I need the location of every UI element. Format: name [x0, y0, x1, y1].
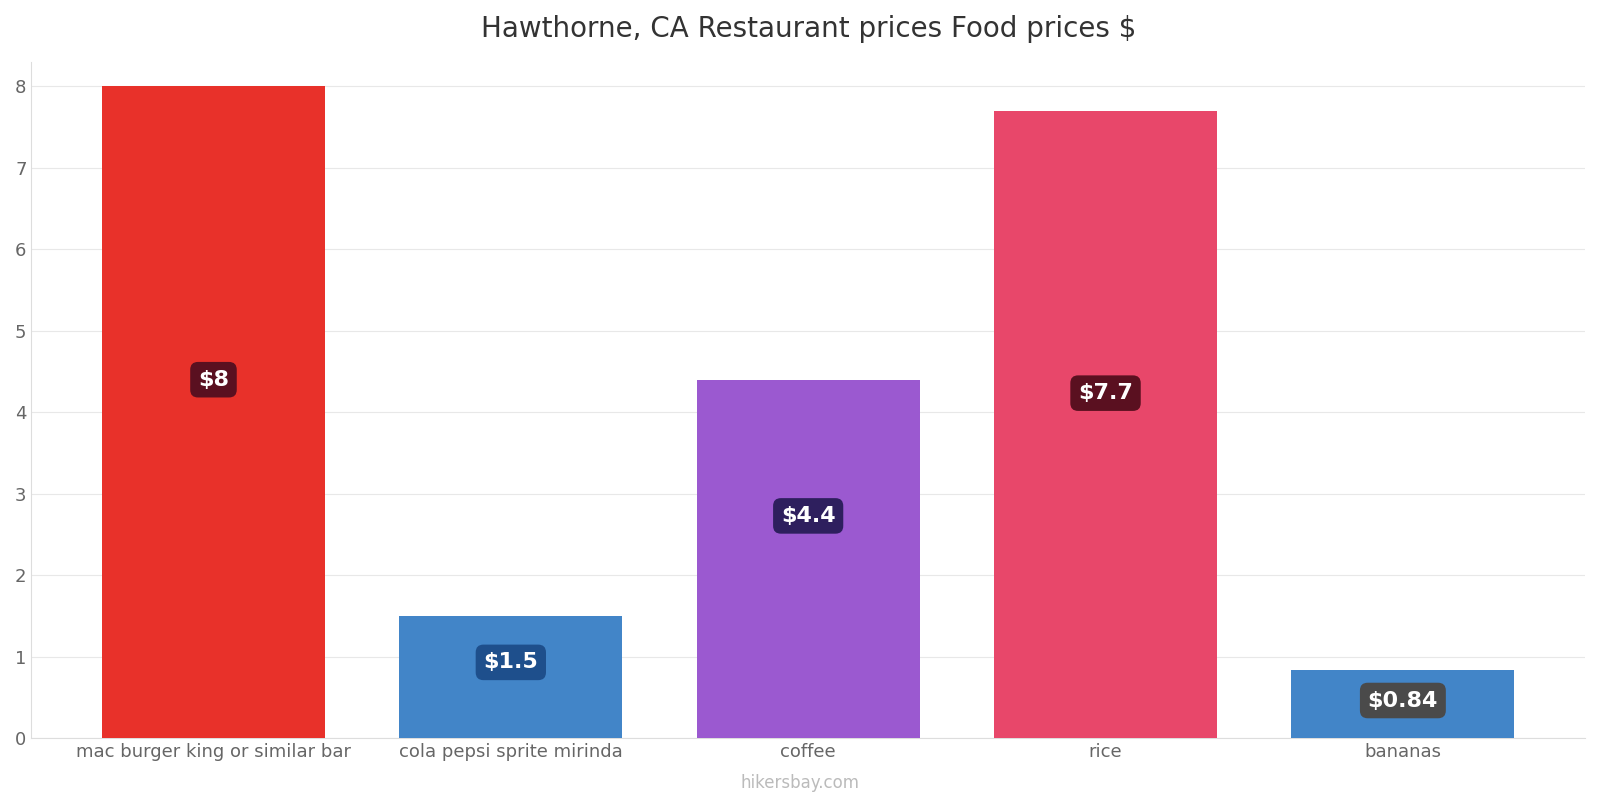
Bar — [102, 86, 325, 738]
Text: hikersbay.com: hikersbay.com — [741, 774, 859, 792]
Bar — [696, 380, 920, 738]
Text: $0.84: $0.84 — [1368, 690, 1438, 710]
Bar — [994, 111, 1218, 738]
Bar — [400, 616, 622, 738]
Bar — [1291, 670, 1514, 738]
Text: $1.5: $1.5 — [483, 652, 538, 672]
Title: Hawthorne, CA Restaurant prices Food prices $: Hawthorne, CA Restaurant prices Food pri… — [480, 15, 1136, 43]
Text: $7.7: $7.7 — [1078, 383, 1133, 403]
Text: $4.4: $4.4 — [781, 506, 835, 526]
Text: $8: $8 — [198, 370, 229, 390]
